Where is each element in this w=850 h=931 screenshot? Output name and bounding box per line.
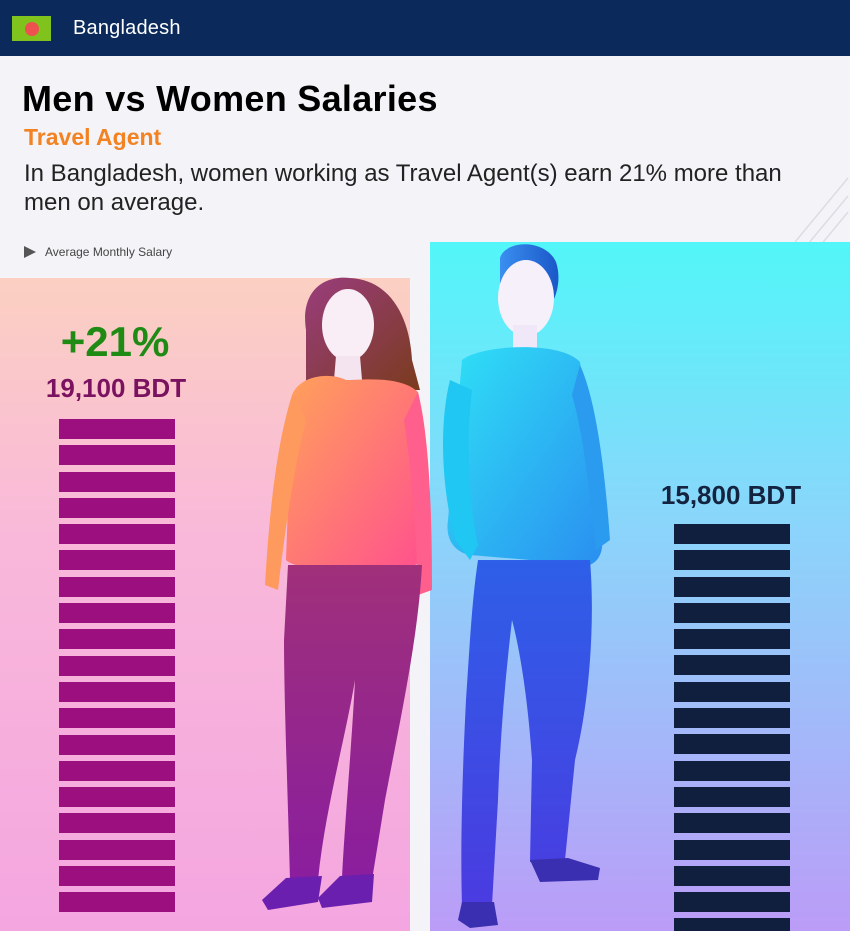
header-bar: Bangladesh — [0, 0, 850, 56]
salary-difference-label: +21% — [60, 318, 170, 365]
women-bar-segment — [59, 708, 175, 729]
men-bar-segment — [674, 550, 790, 571]
job-title: Travel Agent — [24, 124, 162, 150]
women-bar-segment — [59, 576, 175, 597]
women-bar-segment — [59, 813, 175, 834]
men-bar-segment — [674, 708, 790, 729]
men-bar-segment — [674, 918, 790, 931]
play-triangle-icon — [24, 246, 36, 258]
women-bar-segment — [59, 892, 175, 913]
men-bar-segment — [674, 786, 790, 807]
men-bar-segment — [674, 576, 790, 597]
decorative-lines — [794, 177, 849, 247]
men-bar-segment — [674, 839, 790, 860]
women-bar-segment — [59, 550, 175, 571]
women-bar-segment — [59, 445, 175, 466]
women-salary-label: 19,100 BDT — [45, 373, 187, 403]
women-bar-segment — [59, 524, 175, 545]
men-bar-segment — [674, 602, 790, 623]
men-salary-bar — [674, 524, 790, 931]
men-bar-segment — [674, 865, 790, 886]
men-salary-label: 15,800 BDT — [660, 480, 802, 510]
men-bar-segment — [674, 655, 790, 676]
women-bar-segment — [59, 787, 175, 808]
men-bar-segment — [674, 681, 790, 702]
legend: Average Monthly Salary — [24, 243, 172, 261]
men-bar-segment — [674, 813, 790, 834]
women-bar-segment — [59, 760, 175, 781]
women-bar-segment — [59, 629, 175, 650]
country-name: Bangladesh — [73, 17, 181, 39]
men-bar-segment — [674, 892, 790, 913]
women-bar-segment — [59, 839, 175, 860]
women-bar-segment — [59, 866, 175, 887]
flag-disc — [25, 22, 39, 36]
women-salary-bar — [59, 419, 175, 913]
woman-figure — [262, 277, 432, 910]
bangladesh-flag-icon — [12, 16, 51, 41]
women-bar-segment — [59, 681, 175, 702]
page-title: Men vs Women Salaries — [22, 78, 438, 119]
women-bar-segment — [59, 497, 175, 518]
women-bar-segment — [59, 471, 175, 492]
women-bar-segment — [59, 734, 175, 755]
women-bar-segment — [59, 419, 175, 439]
men-bar-segment — [674, 734, 790, 755]
women-bar-segment — [59, 655, 175, 676]
legend-label: Average Monthly Salary — [45, 245, 173, 259]
man-figure — [443, 244, 610, 928]
men-bar-segment — [674, 629, 790, 650]
men-bar-segment — [674, 524, 790, 544]
men-bar-segment — [674, 760, 790, 781]
women-bar-segment — [59, 603, 175, 624]
description-text: In Bangladesh, women working as Travel A… — [24, 160, 782, 216]
